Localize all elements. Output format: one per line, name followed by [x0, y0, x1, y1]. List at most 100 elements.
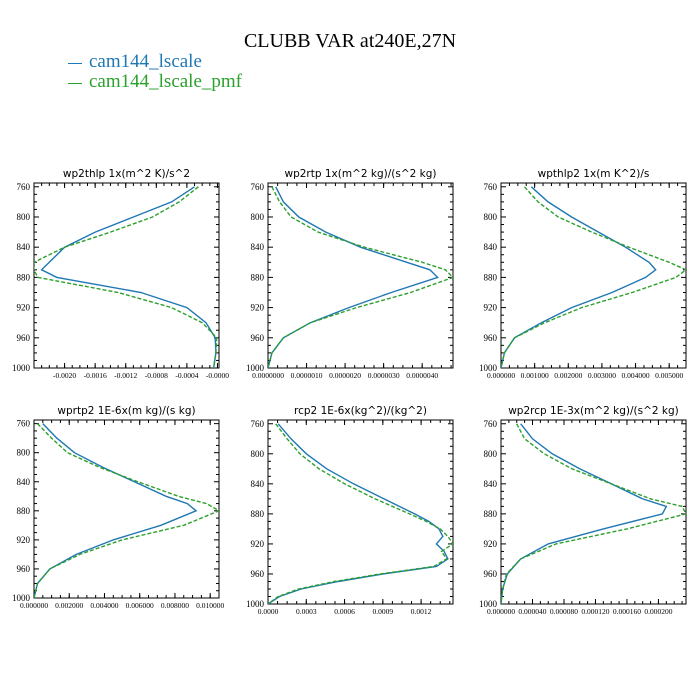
x-tick-label: 0.001000 — [521, 371, 549, 380]
y-tick-label: 920 — [17, 535, 31, 545]
y-tick-label: 920 — [251, 303, 265, 313]
x-tick-label: 0.0012 — [411, 607, 432, 616]
x-tick-label: 0.000000 — [487, 607, 515, 616]
panel-title: wprtp2 1E-6x(m kg)/(s kg) — [57, 405, 195, 417]
x-tick-label: -0.0020 — [53, 371, 76, 380]
x-tick-label: 0.004000 — [621, 371, 649, 380]
y-tick-label: 960 — [17, 333, 31, 343]
y-tick-label: 960 — [251, 333, 265, 343]
y-tick-label: 1000 — [12, 593, 31, 603]
panel-frame — [500, 182, 687, 369]
x-tick-label: 0.008000 — [161, 601, 189, 610]
legend-item-lscale-pmf: cam144_lscale_pmf — [68, 72, 242, 92]
x-tick-label: 0.0000030 — [368, 371, 400, 380]
y-tick-label: 840 — [484, 479, 498, 489]
series-line-cam144-lscale-pmf — [34, 186, 218, 368]
series-line-cam144-lscale — [501, 423, 668, 604]
x-tick-label: -0.0004 — [175, 371, 198, 380]
panel-title: rcp2 1E-6x(kg^2)/(kg^2) — [294, 405, 427, 417]
x-tick-label: -0.0000 — [206, 371, 229, 380]
y-tick-label: 920 — [484, 539, 498, 549]
panel-5: rcp2 1E-6x(kg^2)/(kg^2) 760 800 840 880 920 96… — [246, 405, 454, 616]
x-tick-label: 0.000040 — [518, 607, 546, 616]
legend-swatch-lscale-pmf — [68, 82, 82, 84]
x-tick-label: 0.0006 — [334, 607, 355, 616]
y-tick-label: 960 — [251, 569, 265, 579]
x-tick-label: 0.000080 — [550, 607, 578, 616]
y-tick-label: 1000 — [479, 599, 498, 609]
series-line-cam144-lscale — [268, 423, 449, 604]
y-tick-label: 960 — [484, 569, 498, 579]
panel-2: wp2rtp 1x(m^2 kg)/(s^2 kg) 760 800 840 880 92… — [246, 168, 454, 380]
y-tick-label: 1000 — [479, 363, 498, 373]
x-tick-label: 0.000120 — [581, 607, 609, 616]
y-tick-label: 760 — [17, 182, 31, 192]
y-tick-label: 840 — [17, 242, 31, 252]
x-tick-label: 0.003000 — [588, 371, 616, 380]
y-tick-label: 760 — [251, 419, 265, 429]
y-tick-label: 760 — [484, 182, 498, 192]
y-tick-label: 1000 — [246, 363, 265, 373]
series-line-cam144-lscale-pmf — [501, 186, 686, 368]
x-tick-label: 0.0000010 — [291, 371, 323, 380]
panel-4: wprtp2 1E-6x(m kg)/(s kg) 760 800 840 880 920… — [12, 405, 225, 610]
panel-title: wp2rcp 1E-3x(m^2 kg)/(s^2 kg) — [508, 405, 679, 417]
panel-3: wpthlp2 1x(m K^2)/s 760 800 840 880 920 960 100… — [479, 168, 687, 380]
x-tick-label: 0.0000020 — [329, 371, 361, 380]
y-tick-label: 880 — [251, 509, 265, 519]
x-tick-label: -0.0016 — [84, 371, 107, 380]
x-tick-label: 0.002000 — [55, 601, 83, 610]
y-tick-label: 800 — [484, 449, 498, 459]
panel-title: wp2thlp 1x(m^2 K)/s^2 — [63, 168, 190, 180]
series-line-cam144-lscale — [268, 186, 439, 368]
series-line-cam144-lscale — [501, 186, 657, 368]
panel-title: wp2rtp 1x(m^2 kg)/(s^2 kg) — [284, 168, 436, 180]
panel-frame — [33, 419, 220, 599]
y-tick-label: 840 — [484, 242, 498, 252]
x-tick-label: 0.0000 — [258, 607, 279, 616]
series-line-cam144-lscale — [34, 423, 198, 598]
panel-1: wp2thlp 1x(m^2 K)/s^2 760 800 840 880 920 960 1… — [12, 168, 229, 380]
x-tick-label: 0.0000040 — [406, 371, 438, 380]
y-tick-label: 960 — [484, 333, 498, 343]
x-tick-label: 0.004000 — [90, 601, 118, 610]
y-tick-label: 1000 — [12, 363, 31, 373]
x-tick-label: 0.000000 — [20, 601, 48, 610]
y-tick-label: 1000 — [246, 599, 265, 609]
x-tick-label: -0.0008 — [145, 371, 168, 380]
x-tick-label: 0.000000 — [487, 371, 515, 380]
y-tick-label: 880 — [484, 509, 498, 519]
y-tick-label: 920 — [484, 303, 498, 313]
y-tick-label: 960 — [17, 564, 31, 574]
y-tick-label: 800 — [484, 212, 498, 222]
y-tick-label: 800 — [251, 212, 265, 222]
y-tick-label: 880 — [17, 506, 31, 516]
legend-label-lscale-pmf: cam144_lscale_pmf — [89, 71, 243, 92]
y-tick-label: 920 — [251, 539, 265, 549]
y-tick-label: 880 — [484, 272, 498, 282]
x-tick-label: 0.0009 — [373, 607, 394, 616]
y-tick-label: 840 — [17, 477, 31, 487]
y-tick-label: 760 — [251, 182, 265, 192]
x-tick-label: 0.005000 — [655, 371, 683, 380]
panel-6: wp2rcp 1E-3x(m^2 kg)/(s^2 kg) 760 800 840 88… — [479, 405, 687, 616]
series-line-cam144-lscale-pmf — [501, 423, 686, 604]
series-line-cam144-lscale — [40, 186, 217, 368]
x-tick-label: 0.010000 — [196, 601, 224, 610]
series-line-cam144-lscale-pmf — [268, 423, 453, 604]
y-tick-label: 800 — [17, 212, 31, 222]
panel-frame — [33, 182, 220, 369]
y-tick-label: 840 — [251, 479, 265, 489]
x-tick-label: 0.006000 — [126, 601, 154, 610]
series-line-cam144-lscale-pmf — [268, 186, 453, 368]
y-tick-label: 920 — [17, 303, 31, 313]
panel-frame — [267, 419, 454, 605]
panel-frame — [267, 182, 454, 369]
panel-frame — [500, 419, 687, 605]
y-tick-label: 760 — [17, 419, 31, 429]
series-line-cam144-lscale-pmf — [34, 423, 219, 598]
x-tick-label: -0.0012 — [114, 371, 137, 380]
legend: cam144_lscale cam144_lscale_pmf — [68, 52, 242, 92]
